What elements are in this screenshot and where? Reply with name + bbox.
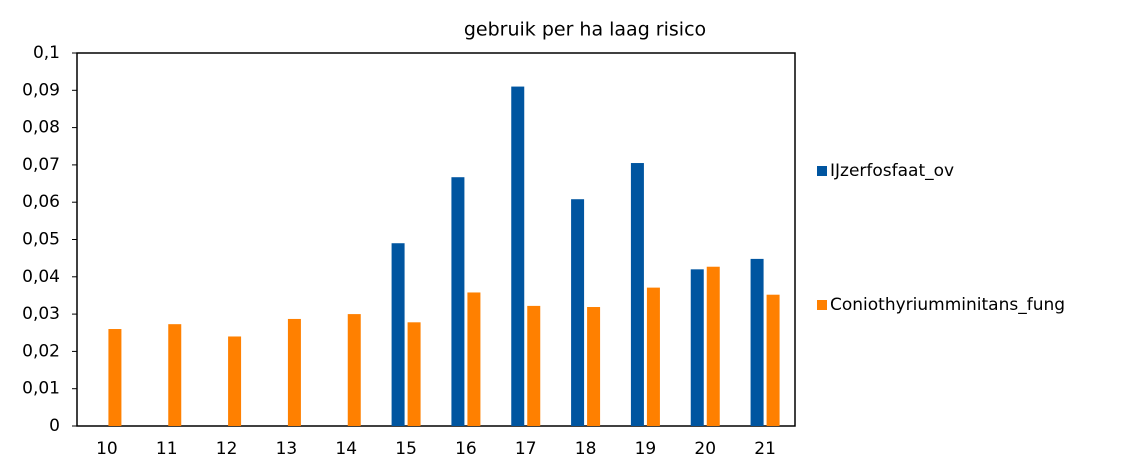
bar [287, 318, 301, 426]
legend-label: Coniothyriumminitans_fung [830, 295, 1065, 315]
plot-frame [76, 52, 796, 427]
y-tick-label: 0,07 [22, 155, 60, 175]
x-tick-label: 12 [216, 439, 238, 459]
bar [690, 269, 704, 426]
bar [511, 86, 525, 426]
bar [451, 177, 465, 426]
bar [108, 329, 122, 426]
y-tick-label: 0,03 [22, 304, 60, 324]
bar [391, 243, 405, 426]
x-tick-label: 11 [156, 439, 178, 459]
y-tick-label: 0,01 [22, 379, 60, 399]
y-tick-label: 0 [49, 416, 60, 436]
x-tick-label: 16 [455, 439, 477, 459]
x-tick-label: 15 [395, 439, 417, 459]
y-tick-label: 0,06 [22, 192, 60, 212]
y-tick-label: 0,09 [22, 80, 60, 100]
x-tick-label: 21 [754, 439, 776, 459]
x-tick-label: 13 [276, 439, 298, 459]
bar [347, 314, 361, 426]
bar [630, 163, 644, 426]
bar [168, 324, 182, 426]
bar [467, 292, 481, 426]
bar [766, 294, 780, 426]
bar [587, 307, 601, 426]
legend-swatch [817, 300, 827, 310]
bar [228, 336, 242, 426]
x-tick-label: 17 [515, 439, 537, 459]
y-tick-label: 0,02 [22, 341, 60, 361]
x-tick-label: 14 [335, 439, 357, 459]
legend-swatch [817, 166, 827, 176]
y-tick-label: 0,1 [33, 43, 60, 63]
chart-title: gebruik per ha laag risico [464, 19, 706, 41]
y-tick-label: 0,08 [22, 118, 60, 138]
x-tick-label: 18 [575, 439, 597, 459]
y-tick-label: 0,04 [22, 267, 60, 287]
x-tick-label: 10 [96, 439, 118, 459]
y-tick-label: 0,05 [22, 230, 60, 250]
bar [646, 287, 660, 426]
bar [571, 199, 585, 426]
legend-label: IJzerfosfaat_ov [830, 161, 954, 181]
bar [527, 305, 541, 426]
bar [706, 266, 720, 426]
x-tick-label: 19 [635, 439, 657, 459]
bar [750, 258, 764, 426]
x-tick-label: 20 [694, 439, 716, 459]
bar [407, 322, 421, 426]
